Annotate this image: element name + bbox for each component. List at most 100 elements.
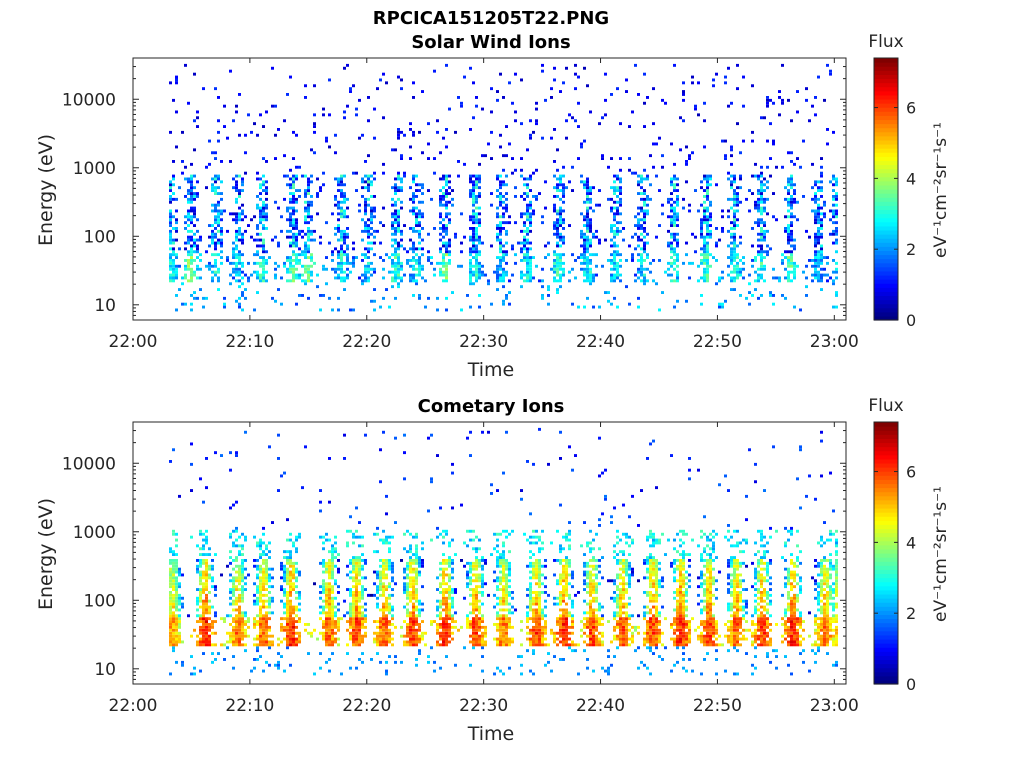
heatmap-cell xyxy=(625,259,628,262)
heatmap-cell xyxy=(619,180,622,184)
heatmap-cell xyxy=(442,541,445,545)
heatmap-cell xyxy=(814,232,817,236)
heatmap-cell xyxy=(286,538,289,542)
heatmap-cell xyxy=(442,631,445,635)
heatmap-cell xyxy=(208,224,211,227)
heatmap-cell xyxy=(451,197,454,201)
heatmap-cell xyxy=(445,655,448,658)
heatmap-cell xyxy=(469,227,472,230)
heatmap-cell xyxy=(421,192,424,195)
heatmap-cell xyxy=(175,628,178,632)
heatmap-cell xyxy=(649,183,652,187)
heatmap-cell xyxy=(181,596,184,600)
heatmap-cell xyxy=(295,576,298,580)
heatmap-cell xyxy=(283,579,286,583)
heatmap-cell xyxy=(184,247,187,251)
heatmap-cell xyxy=(490,244,493,248)
heatmap-cell xyxy=(481,620,484,623)
heatmap-cell xyxy=(703,177,706,181)
heatmap-cell xyxy=(292,617,295,621)
heatmap-cell xyxy=(496,628,499,632)
heatmap-cell xyxy=(400,267,403,271)
heatmap-cell xyxy=(463,564,466,568)
heatmap-cell xyxy=(355,608,358,612)
heatmap-cell xyxy=(388,608,391,612)
heatmap-cell xyxy=(175,634,178,638)
heatmap-cell xyxy=(580,212,583,216)
heatmap-cell xyxy=(496,256,499,259)
heatmap-cell xyxy=(325,617,328,621)
heatmap-cell xyxy=(217,186,220,190)
heatmap-cell xyxy=(682,206,685,210)
heatmap-cell xyxy=(409,611,412,615)
heatmap-cell xyxy=(382,267,385,271)
heatmap-cell xyxy=(439,221,442,225)
heatmap-cell xyxy=(220,617,223,621)
heatmap-cell xyxy=(748,282,751,286)
heatmap-cell xyxy=(220,241,223,245)
heatmap-cell xyxy=(490,302,493,306)
heatmap-cell xyxy=(613,174,616,178)
heatmap-cell xyxy=(235,212,238,216)
heatmap-cell xyxy=(217,218,220,222)
heatmap-cell xyxy=(361,180,364,184)
heatmap-cell xyxy=(493,570,496,574)
colorbar-swatch xyxy=(874,131,898,137)
heatmap-cell xyxy=(175,81,178,85)
heatmap-cell xyxy=(394,238,397,242)
heatmap-cell xyxy=(583,273,586,277)
heatmap-cell xyxy=(397,174,400,178)
heatmap-cell xyxy=(472,564,475,568)
heatmap-cell xyxy=(169,183,172,187)
heatmap-cell xyxy=(397,276,400,280)
heatmap-cell xyxy=(334,270,337,274)
heatmap-cell xyxy=(286,599,289,603)
heatmap-cell xyxy=(832,270,835,274)
heatmap-cell xyxy=(304,264,307,268)
heatmap-cell xyxy=(340,261,343,265)
heatmap-cell xyxy=(211,270,214,274)
heatmap-cell xyxy=(736,195,739,198)
heatmap-cell xyxy=(223,296,226,300)
heatmap-cell xyxy=(733,279,736,283)
heatmap-cell xyxy=(247,261,250,265)
heatmap-cell xyxy=(439,250,442,254)
heatmap-cell xyxy=(286,631,289,635)
heatmap-cell xyxy=(586,235,589,239)
heatmap-cell xyxy=(463,646,466,650)
heatmap-cell xyxy=(358,136,361,140)
heatmap-cell xyxy=(445,180,448,184)
heatmap-cell xyxy=(727,209,730,213)
heatmap-cell xyxy=(235,620,238,623)
heatmap-cell xyxy=(232,270,235,274)
heatmap-cell xyxy=(496,90,499,93)
heatmap-cell xyxy=(181,602,184,606)
heatmap-cell xyxy=(475,591,478,594)
heatmap-cell xyxy=(310,634,313,638)
heatmap-cell xyxy=(256,273,259,277)
heatmap-cell xyxy=(616,229,619,233)
heatmap-cell xyxy=(397,218,400,222)
heatmap-cell xyxy=(340,259,343,262)
heatmap-cell xyxy=(820,232,823,236)
heatmap-cell xyxy=(259,625,262,629)
heatmap-cell xyxy=(442,241,445,245)
heatmap-cell xyxy=(790,195,793,198)
heatmap-cell xyxy=(418,259,421,262)
heatmap-cell xyxy=(253,215,256,219)
heatmap-cell xyxy=(499,215,502,219)
heatmap-cell xyxy=(757,232,760,236)
heatmap-cell xyxy=(589,197,592,201)
heatmap-cell xyxy=(256,232,259,236)
heatmap-cell xyxy=(190,259,193,262)
heatmap-cell xyxy=(523,253,526,257)
heatmap-cell xyxy=(292,180,295,184)
heatmap-cell xyxy=(706,235,709,239)
heatmap-cell xyxy=(448,107,451,111)
heatmap-cell xyxy=(229,623,232,626)
heatmap-cell xyxy=(703,189,706,192)
heatmap-cell xyxy=(394,250,397,254)
heatmap-cell xyxy=(478,573,481,577)
heatmap-cell xyxy=(184,165,187,169)
heatmap-cell xyxy=(205,628,208,632)
